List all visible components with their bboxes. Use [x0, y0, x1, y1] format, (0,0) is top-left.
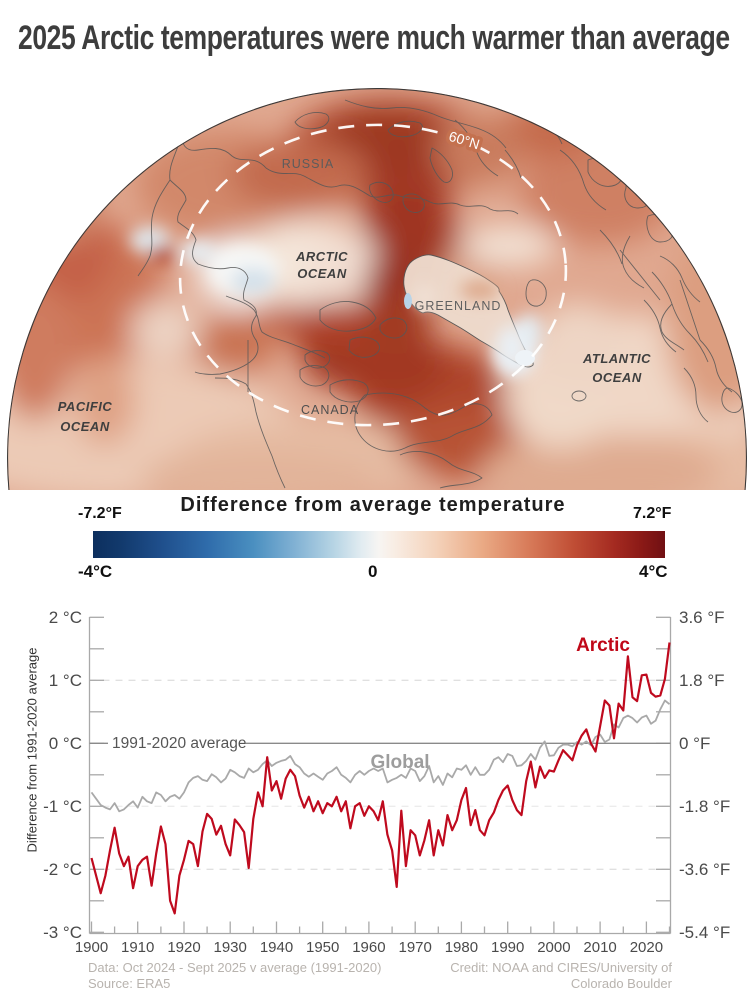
svg-text:1960: 1960 — [352, 939, 385, 956]
svg-text:ARCTIC: ARCTIC — [295, 249, 348, 264]
svg-text:1900: 1900 — [75, 939, 108, 956]
svg-text:-3.6 °F: -3.6 °F — [679, 860, 730, 879]
svg-text:-1 °C: -1 °C — [43, 797, 82, 816]
svg-text:Difference from 1991-2020 aver: Difference from 1991-2020 average — [24, 648, 39, 853]
svg-text:CANADA: CANADA — [301, 403, 359, 417]
svg-text:1970: 1970 — [399, 939, 432, 956]
svg-text:OCEAN: OCEAN — [592, 370, 642, 385]
svg-text:OCEAN: OCEAN — [297, 266, 347, 281]
svg-text:RUSSIA: RUSSIA — [282, 157, 335, 171]
svg-text:PACIFIC: PACIFIC — [58, 399, 113, 414]
svg-text:Global: Global — [370, 752, 429, 773]
svg-text:Arctic: Arctic — [576, 635, 630, 656]
svg-text:2020: 2020 — [630, 939, 663, 956]
svg-text:1910: 1910 — [121, 939, 154, 956]
svg-text:-5.4 °F: -5.4 °F — [679, 923, 730, 942]
svg-text:GREENLAND: GREENLAND — [415, 299, 502, 313]
svg-text:ATLANTIC: ATLANTIC — [582, 351, 651, 366]
svg-text:1930: 1930 — [214, 939, 247, 956]
svg-text:1990: 1990 — [491, 939, 524, 956]
svg-text:2000: 2000 — [537, 939, 570, 956]
svg-text:-1.8 °F: -1.8 °F — [679, 797, 730, 816]
svg-text:2 °C: 2 °C — [49, 608, 82, 627]
svg-text:1.8 °F: 1.8 °F — [679, 671, 725, 690]
svg-text:1991-2020 average: 1991-2020 average — [112, 735, 246, 752]
svg-text:1 °C: 1 °C — [49, 671, 82, 690]
svg-text:2010: 2010 — [583, 939, 616, 956]
svg-text:0 °F: 0 °F — [679, 734, 710, 753]
svg-text:OCEAN: OCEAN — [60, 419, 110, 434]
svg-text:1950: 1950 — [306, 939, 339, 956]
svg-text:3.6 °F: 3.6 °F — [679, 608, 725, 627]
svg-text:1920: 1920 — [167, 939, 200, 956]
svg-text:-3 °C: -3 °C — [43, 923, 82, 942]
svg-text:-2 °C: -2 °C — [43, 860, 82, 879]
svg-text:0 °C: 0 °C — [49, 734, 82, 753]
svg-text:1940: 1940 — [260, 939, 293, 956]
svg-text:1980: 1980 — [445, 939, 478, 956]
